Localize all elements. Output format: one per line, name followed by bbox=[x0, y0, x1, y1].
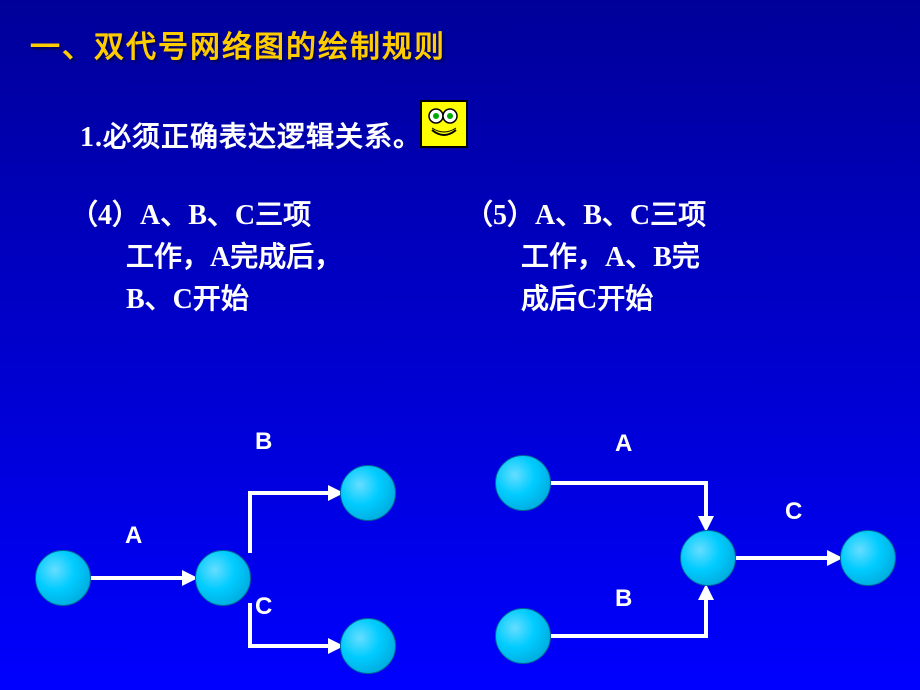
arrowhead-B2 bbox=[698, 584, 714, 600]
edge-A2-v bbox=[704, 481, 708, 521]
diagram-example-5: A B C bbox=[490, 400, 910, 660]
example-4-description: （4）A、B、C三项 工作，A完成后， B、C开始 bbox=[70, 195, 430, 321]
edge-A2-h bbox=[550, 481, 708, 485]
smiley-icon bbox=[420, 100, 468, 148]
node-m4 bbox=[840, 530, 896, 586]
edge-B-h bbox=[248, 491, 340, 495]
edge-C-v bbox=[248, 603, 252, 648]
edge-label-A: A bbox=[125, 522, 142, 550]
example-5-description: （5）A、B、C三项 工作，A、B完 成后C开始 bbox=[465, 195, 825, 321]
page-title: 一、双代号网络图的绘制规则 bbox=[30, 22, 446, 66]
example-4-number: （4） bbox=[70, 200, 140, 231]
edge-label-A2: A bbox=[615, 430, 632, 458]
edge-B2-h bbox=[550, 634, 708, 638]
node-3 bbox=[340, 465, 396, 521]
edge-A bbox=[90, 576, 190, 580]
page-subtitle: 1.必须正确表达逻辑关系。 bbox=[80, 115, 422, 155]
diagram-example-4: A B C bbox=[30, 400, 450, 660]
edge-B-v bbox=[248, 493, 252, 553]
node-m2 bbox=[495, 608, 551, 664]
example-5-number: （5） bbox=[465, 200, 535, 231]
node-m1 bbox=[495, 455, 551, 511]
node-4 bbox=[340, 618, 396, 674]
edge-label-C2: C bbox=[785, 498, 802, 526]
edge-label-B: B bbox=[255, 428, 272, 456]
node-1 bbox=[35, 550, 91, 606]
node-m3 bbox=[680, 530, 736, 586]
node-2 bbox=[195, 550, 251, 606]
edge-C2 bbox=[735, 556, 835, 560]
edge-B2-v bbox=[704, 598, 708, 638]
edge-C-h bbox=[248, 644, 340, 648]
edge-label-C: C bbox=[255, 593, 272, 621]
edge-label-B2: B bbox=[615, 585, 632, 613]
